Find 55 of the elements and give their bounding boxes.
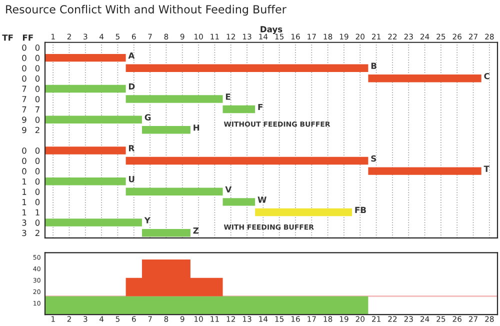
bar <box>126 156 368 165</box>
y-tick-label: 1 1 <box>22 209 40 216</box>
data-label: E <box>226 94 230 100</box>
data-label: Y <box>144 217 151 224</box>
bar <box>45 218 142 226</box>
y-tick-label: 9 0 <box>22 116 40 123</box>
data-label: S <box>371 155 376 162</box>
data-label: W <box>258 196 266 203</box>
y-tick-label: 9 2 <box>22 126 40 134</box>
y-tick-label: 0 0 <box>22 54 40 62</box>
bar <box>45 54 126 62</box>
y-tick-label: 0 0 <box>22 168 40 174</box>
bar <box>45 84 126 93</box>
chart-title: Resource Conflict With and Without Feeding Buffer <box>6 4 286 16</box>
y-tick-label: 1 0 <box>22 198 40 206</box>
y-tick-label: 7 7 <box>22 106 40 112</box>
bar <box>142 126 190 134</box>
bar <box>126 188 223 196</box>
data-label: T <box>484 166 490 172</box>
y-tick-label: 0 0 <box>22 147 40 154</box>
y-tick-label: 0 0 <box>22 158 40 164</box>
y-tick-label: 3 0 <box>22 220 40 226</box>
bar <box>126 64 368 72</box>
data-label: H <box>194 124 200 131</box>
x-axis-title: Days <box>260 26 282 34</box>
data-label: G <box>144 114 151 120</box>
data-label: D <box>128 83 135 90</box>
bar <box>142 228 190 237</box>
bar <box>222 198 256 206</box>
y-tick-label: 0 0 <box>22 44 40 51</box>
data-label: B <box>371 62 376 69</box>
y-tick-label: 7 0 <box>22 96 40 102</box>
bar <box>45 178 126 186</box>
y-tick-label: 0 0 <box>22 75 40 82</box>
data-label: A <box>128 52 135 59</box>
bar <box>368 167 482 175</box>
data-label: Z <box>193 228 199 234</box>
y-tick-label: 3 2 <box>22 230 40 236</box>
bar <box>368 74 482 82</box>
bar <box>222 105 256 114</box>
bar <box>255 208 352 216</box>
bar <box>45 146 126 154</box>
bar <box>45 116 142 124</box>
y-tick-label: 1 0 <box>22 178 40 185</box>
y-tick-label: 1 0 <box>22 188 40 195</box>
data-label: R <box>128 145 134 152</box>
y-tick-label: 7 0 <box>22 86 40 92</box>
data-label: C <box>484 72 490 80</box>
data-label: FB <box>355 206 366 213</box>
y-tick-label: 0 0 <box>22 65 40 72</box>
data-label: F <box>258 104 263 110</box>
y-axis-title: TF FF <box>2 34 33 41</box>
data-label: U <box>128 176 134 182</box>
bar <box>126 95 223 103</box>
data-label: V <box>225 186 232 192</box>
